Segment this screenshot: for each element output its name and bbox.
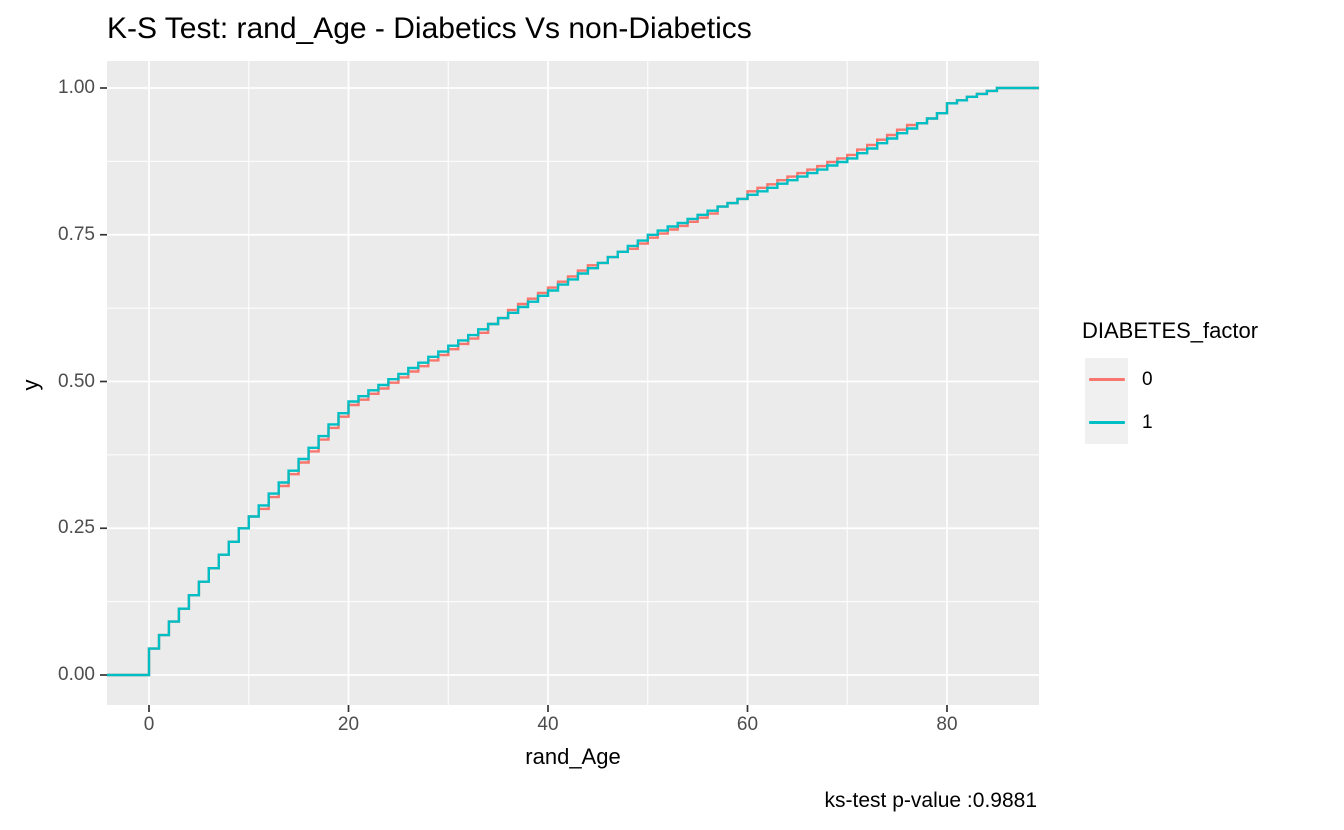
legend-keys: 0 1 — [1085, 358, 1261, 444]
panel-background — [107, 61, 1039, 705]
x-tick-label: 0 — [143, 714, 155, 735]
x-tick-label: 40 — [537, 714, 559, 735]
chart-title: K-S Test: rand_Age - Diabetics Vs non-Di… — [107, 12, 752, 45]
y-tick-label: 0.75 — [58, 223, 95, 245]
y-tick-label: 0.25 — [58, 517, 95, 539]
x-tick-label: 80 — [936, 714, 958, 735]
legend-key-box-1 — [1085, 401, 1128, 444]
y-tick-label: 0.00 — [58, 664, 95, 685]
ecdf-line-1 — [107, 86, 1039, 677]
legend-item-0: 0 — [1085, 358, 1261, 401]
legend-title: DIABETES_factor — [1082, 318, 1259, 343]
legend-line-icon — [1088, 378, 1125, 381]
legend-line-icon — [1088, 421, 1125, 424]
y-tick-label: 0.50 — [58, 370, 95, 392]
legend-key-box-0 — [1085, 358, 1128, 401]
legend-label-1: 1 — [1142, 411, 1153, 433]
ecdf-line-0 — [107, 86, 1039, 677]
ks-test-caption: ks-test p-value :0.9881 — [824, 789, 1037, 812]
y-tick-label: 1.00 — [58, 77, 95, 98]
legend-label-0: 0 — [1142, 368, 1153, 390]
y-axis-title: y — [18, 379, 43, 391]
legend-item-1: 1 — [1085, 401, 1261, 444]
x-axis-title: rand_Age — [525, 744, 621, 769]
x-tick-label: 20 — [337, 714, 360, 735]
x-tick-label: 60 — [736, 714, 759, 735]
legend: DIABETES_factor 0 1 — [1082, 318, 1258, 444]
